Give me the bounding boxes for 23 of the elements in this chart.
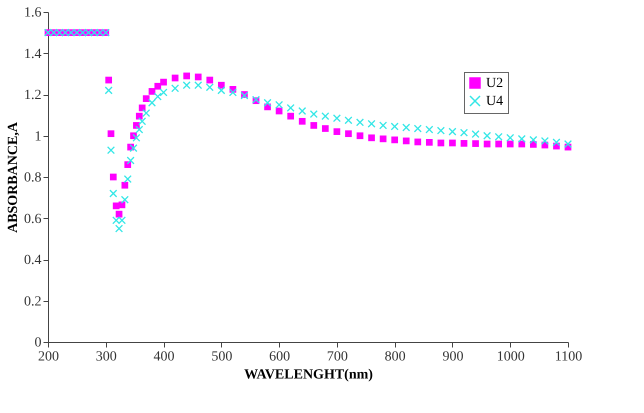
x-tick-label: 700	[326, 350, 348, 364]
x-tick-label: 800	[384, 350, 406, 364]
y-axis-title: ABSORBANCE,A	[6, 121, 21, 233]
x-tick-label: 900	[442, 350, 464, 364]
y-tick-label: 0	[34, 336, 42, 350]
x-tick-label: 500	[211, 350, 232, 364]
legend-label: U4	[486, 94, 504, 109]
y-tick-label: 1.2	[24, 88, 42, 103]
x-tick-label: 200	[38, 350, 59, 364]
x-tick-label: 400	[154, 350, 175, 364]
y-tick-label: 0.6	[24, 212, 42, 227]
y-tick-label: 0.4	[24, 253, 42, 268]
y-tick-label: 0.2	[24, 294, 42, 310]
x-tick-label: 600	[269, 350, 290, 364]
x-tick-label: 300	[96, 350, 117, 364]
y-tick-label: 1.4	[24, 46, 42, 62]
x-tick-label: 1100	[554, 350, 582, 364]
x-tick-label: 1000	[496, 350, 525, 364]
x-axis-title: WAVELENGHT(nm)	[244, 368, 374, 382]
y-tick-label: 0.8	[24, 170, 42, 186]
y-tick-label: 1.6	[24, 6, 42, 20]
legend-label: U2	[486, 76, 504, 91]
y-tick-label: 1	[34, 129, 42, 144]
